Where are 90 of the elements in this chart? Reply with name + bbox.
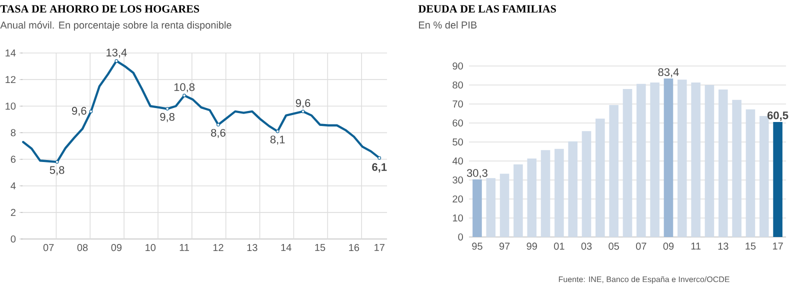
bar	[527, 158, 536, 237]
bar	[540, 150, 550, 237]
y-tick-label: 12	[6, 76, 16, 84]
point	[301, 110, 305, 114]
y-tick-label: 80	[452, 81, 463, 89]
source-note: Fuente: INE, Banco de España e Inverco/OCDE	[558, 276, 730, 284]
point	[182, 94, 186, 98]
data-label: 8,1	[270, 136, 285, 145]
data-label: 6,1	[372, 163, 387, 173]
bar	[664, 78, 674, 237]
y-tick-label: 60	[452, 119, 463, 127]
bar	[636, 84, 646, 237]
bar	[759, 116, 769, 237]
bar	[472, 179, 482, 237]
bar	[718, 90, 728, 237]
chart-title: DEUDA DE LAS FAMILIAS	[418, 5, 556, 13]
x-tick-label: 17	[374, 244, 384, 251]
point	[216, 123, 220, 126]
point	[55, 160, 59, 164]
data-label: 10,8	[174, 83, 195, 92]
x-tick-label: 12	[213, 244, 224, 251]
point	[89, 110, 93, 114]
y-tick-label: 30	[452, 176, 463, 184]
bar	[622, 88, 632, 237]
data-label: 8,6	[211, 128, 226, 138]
bar	[596, 118, 605, 237]
point	[166, 107, 170, 110]
x-tick-label: 09	[111, 244, 122, 252]
x-tick-label: 99	[526, 242, 537, 250]
chart-subtitle: Anual móvil. En porcentaje sobre la renta disponible	[0, 21, 232, 31]
x-tick-label: 15	[315, 244, 326, 251]
bar	[609, 104, 618, 237]
y-tick-label: 4	[10, 182, 16, 190]
point	[378, 156, 382, 160]
y-tick-label: 20	[452, 195, 463, 203]
bar	[678, 80, 687, 237]
y-tick-label: 2	[10, 208, 16, 216]
data-label: 9,6	[296, 99, 310, 108]
data-label: 60,5	[768, 111, 788, 121]
y-tick-label: 40	[452, 157, 463, 165]
bar	[568, 141, 578, 237]
bar	[691, 82, 700, 237]
data-label: 83,4	[658, 68, 679, 78]
bar	[514, 164, 523, 237]
y-tick-label: 70	[452, 100, 463, 108]
x-tick-label: 16	[349, 244, 360, 252]
bar	[746, 109, 756, 237]
x-tick-label: 11	[180, 244, 190, 251]
y-tick-label: 8	[10, 129, 16, 136]
y-tick-label: 90	[452, 62, 463, 70]
y-tick-label: 10	[452, 214, 463, 222]
x-tick-label: 13	[718, 242, 728, 250]
chart-subtitle: En % del PIB	[419, 21, 477, 29]
point	[114, 59, 118, 63]
x-tick-label: 01	[554, 242, 564, 250]
y-tick-label: 50	[452, 138, 463, 146]
bar	[500, 174, 510, 237]
x-tick-label: 09	[663, 242, 674, 250]
x-tick-label: 13	[247, 244, 258, 252]
data-label: 13,4	[106, 48, 127, 58]
data-label: 30,3	[466, 169, 488, 178]
x-tick-label: 15	[746, 242, 756, 250]
x-tick-label: 14	[281, 244, 292, 251]
x-tick-label: 05	[608, 242, 619, 250]
x-tick-label: 95	[472, 242, 482, 250]
y-tick-label: 0	[458, 233, 463, 241]
bar	[650, 82, 660, 237]
y-tick-label: 10	[6, 102, 16, 110]
bar	[732, 100, 742, 237]
x-tick-label: 07	[636, 242, 646, 250]
y-tick-label: 0	[10, 235, 16, 243]
x-tick-label: 10	[146, 244, 156, 252]
bar	[582, 131, 592, 237]
bar	[773, 122, 782, 237]
y-tick-label: 6	[10, 156, 16, 163]
x-tick-label: 03	[581, 242, 592, 250]
x-tick-label: 17	[773, 242, 783, 250]
data-label: 5,8	[50, 166, 64, 176]
x-tick-label: 08	[77, 244, 88, 252]
point	[276, 130, 280, 134]
bar	[486, 178, 496, 237]
chart-title: TASA DE AHORRO DE LOS HOGARES	[0, 5, 200, 13]
y-tick-label: 14	[6, 50, 16, 56]
bar	[704, 85, 714, 237]
x-tick-label: 97	[499, 242, 510, 250]
x-tick-label: 07	[43, 244, 54, 252]
data-label: 9,8	[160, 113, 174, 122]
bar	[554, 148, 564, 237]
x-tick-label: 11	[691, 242, 701, 250]
data-label: 9,6	[72, 106, 86, 116]
